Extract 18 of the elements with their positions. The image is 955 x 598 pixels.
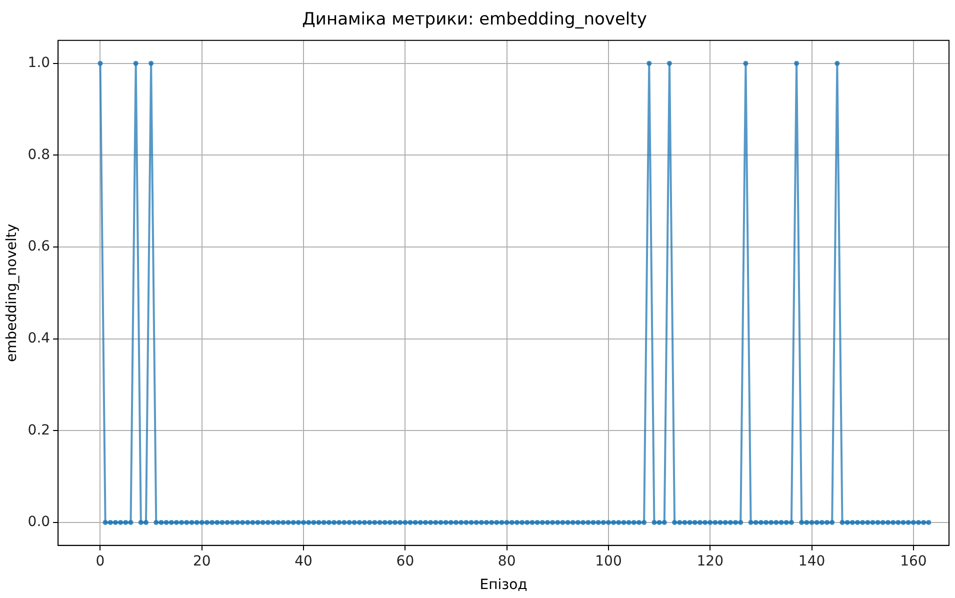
x-tick-label: 160: [900, 553, 927, 570]
x-tick-label: 40: [294, 553, 312, 570]
y-tick-label: 0.8: [28, 146, 50, 163]
chart-title: Динаміка метрики: embedding_novelty: [302, 10, 647, 30]
y-axis-title: embedding_novelty: [4, 224, 20, 362]
x-tick-label: 120: [696, 553, 724, 570]
x-tick-label: 20: [192, 553, 211, 570]
x-tick-label: 140: [798, 553, 826, 570]
y-tick-label: 0.6: [28, 238, 50, 255]
x-tick-label: 80: [498, 553, 516, 570]
y-tick-label: 0.4: [28, 330, 50, 346]
y-tick-label: 0.0: [28, 514, 50, 530]
x-tick-label: 60: [396, 553, 414, 570]
x-tick-label: 0: [96, 553, 105, 570]
x-tick-label: 100: [595, 553, 622, 570]
y-tick-label: 0.2: [28, 422, 50, 438]
x-axis-title: Епізод: [480, 577, 528, 594]
y-tick-label: 1.0: [28, 54, 50, 71]
